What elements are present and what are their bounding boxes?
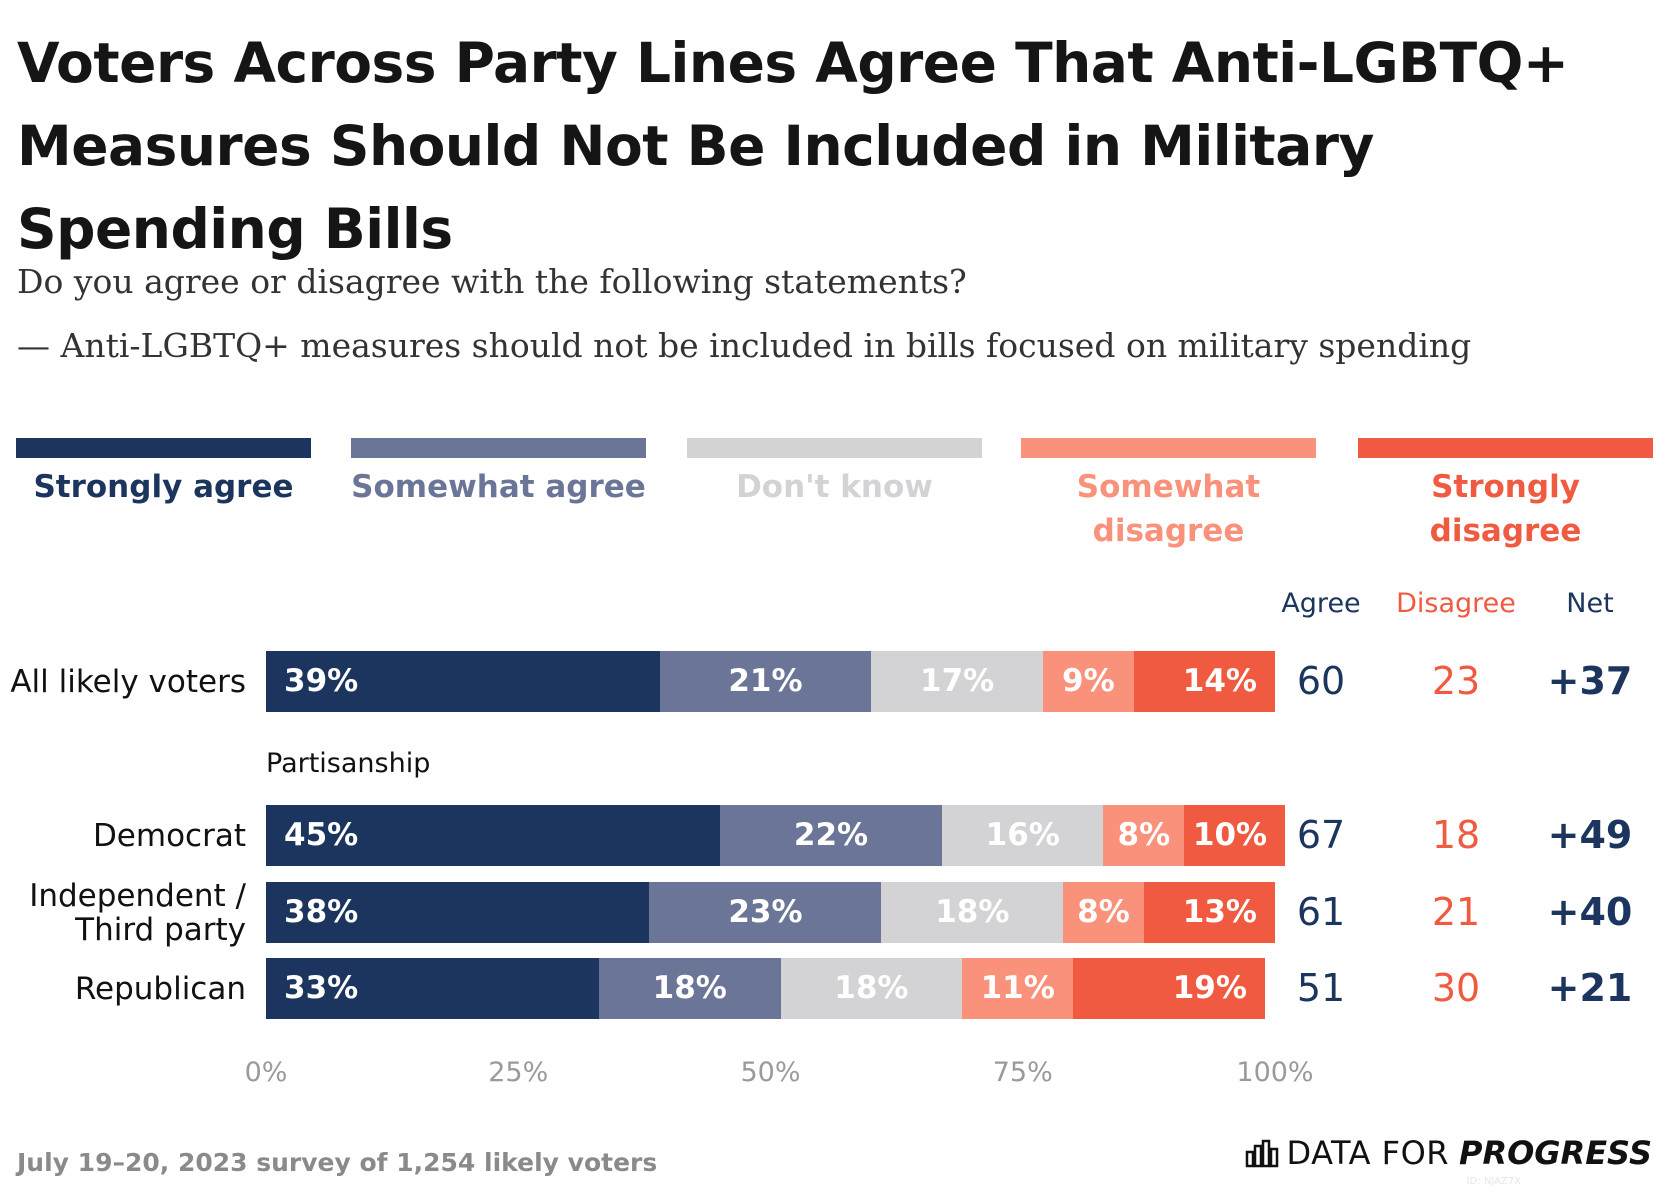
summary-value: 18	[1431, 813, 1481, 857]
category-text: Democrat	[92, 817, 246, 854]
data-label: 14%	[1182, 663, 1257, 699]
bar-segment	[720, 805, 943, 866]
column-header: Net	[1566, 588, 1614, 619]
bar-segment	[1063, 882, 1144, 943]
bar-segment	[780, 958, 963, 1019]
data-label: 18%	[834, 970, 909, 1006]
legend-swatch	[687, 438, 982, 458]
data-label: 10%	[1192, 817, 1268, 853]
bar-segment	[1103, 805, 1185, 866]
logo: DATA FOR PROGRESS	[1245, 1134, 1652, 1172]
legend-label: Strongly disagree	[1429, 469, 1582, 549]
summary-value: 67	[1296, 813, 1346, 857]
summary-value: 23	[1431, 659, 1481, 703]
data-label: 8%	[1077, 894, 1130, 930]
legend-label: Somewhat disagree	[1076, 469, 1261, 549]
data-label: 45%	[284, 817, 359, 853]
bar-segment	[1184, 805, 1286, 866]
bar-segment	[659, 651, 872, 712]
summary-value: 60	[1296, 659, 1346, 703]
bar-segment	[1143, 882, 1275, 943]
x-tick-label: 100%	[1236, 1057, 1314, 1088]
category-label: Republican	[6, 958, 246, 1019]
data-label: 33%	[284, 970, 359, 1006]
bar-segment	[1133, 651, 1275, 712]
footnote: July 19–20, 2023 survey of 1,254 likely …	[17, 1148, 658, 1177]
legend-swatch	[351, 438, 646, 458]
logo-name: PROGRESS	[1458, 1134, 1652, 1172]
column-header: Disagree	[1396, 588, 1516, 619]
logo-icon	[1245, 1139, 1278, 1168]
data-label: 18%	[652, 970, 727, 1006]
bar-segment	[649, 882, 882, 943]
x-tick-label: 0%	[244, 1057, 288, 1088]
legend-swatch	[1021, 438, 1316, 458]
x-tick-label: 75%	[992, 1057, 1053, 1088]
data-label: 9%	[1062, 663, 1115, 699]
data-label: 11%	[980, 970, 1055, 1006]
bar-segment	[266, 651, 660, 712]
summary-value: 61	[1296, 890, 1346, 934]
logo-prefix: DATA FOR	[1286, 1134, 1449, 1172]
bar-segment	[266, 805, 721, 866]
legend-label: Somewhat agree	[351, 469, 646, 505]
summary-value: +40	[1547, 890, 1633, 934]
bar-segment	[1073, 958, 1265, 1019]
column-header: Agree	[1281, 588, 1361, 619]
bar-segment	[962, 958, 1074, 1019]
data-label: 38%	[284, 894, 359, 930]
bar-segment	[598, 958, 781, 1019]
bar-segment	[942, 805, 1104, 866]
chart-title: Voters Across Party Lines Agree That Ant…	[17, 31, 1569, 261]
summary-value: +21	[1547, 966, 1633, 1010]
summary-value: 21	[1431, 890, 1481, 934]
category-text: Republican	[74, 970, 246, 1007]
summary-value: 51	[1296, 966, 1346, 1010]
subtitle: Do you agree or disagree with the follow…	[17, 262, 967, 301]
bar-segment	[266, 958, 599, 1019]
data-label: 23%	[728, 894, 803, 930]
legend-swatch	[1358, 438, 1653, 458]
bar-segment	[266, 882, 650, 943]
x-tick-label: 50%	[740, 1057, 801, 1088]
category-label: Independent / Third party	[6, 879, 246, 947]
summary-value: +49	[1547, 813, 1633, 857]
legend-label: Strongly agree	[33, 469, 294, 505]
data-label: 8%	[1117, 817, 1171, 853]
summary-value: 30	[1431, 966, 1481, 1010]
bar-segment	[1042, 651, 1134, 712]
data-label: 16%	[985, 817, 1060, 853]
category-label: All likely voters	[6, 651, 246, 712]
legend-label: Don't know	[736, 469, 933, 505]
data-label: 18%	[935, 894, 1010, 930]
data-label: 21%	[728, 663, 803, 699]
category-text: Independent / Third party	[29, 877, 246, 948]
chart-id: ID: NJAZ7X	[1466, 1176, 1521, 1187]
data-label: 39%	[284, 663, 359, 699]
bar-segment	[881, 882, 1064, 943]
statement: — Anti-LGBTQ+ measures should not be inc…	[17, 326, 1472, 365]
legend-swatch	[16, 438, 311, 458]
summary-value: +37	[1547, 659, 1633, 703]
group-label: Partisanship	[266, 748, 431, 779]
data-label: 13%	[1182, 894, 1257, 930]
bar-segment	[871, 651, 1043, 712]
data-label: 22%	[793, 817, 869, 853]
data-label: 17%	[920, 663, 995, 699]
category-label: Democrat	[6, 805, 246, 866]
data-label: 19%	[1172, 970, 1247, 1006]
x-tick-label: 25%	[488, 1057, 549, 1088]
category-text: All likely voters	[10, 663, 246, 700]
